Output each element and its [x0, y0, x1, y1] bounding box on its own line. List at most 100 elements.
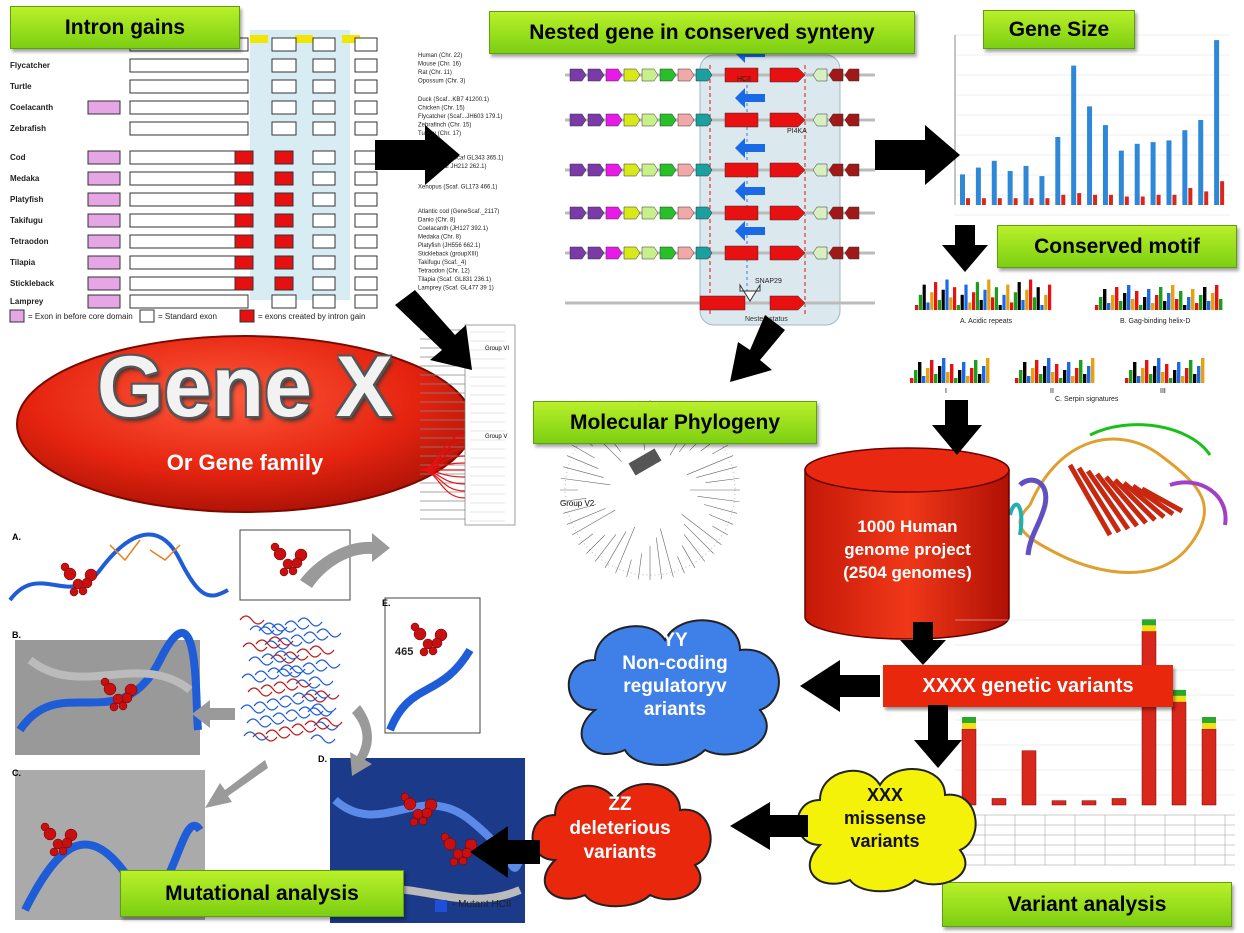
backbone-fragment [298, 706, 324, 716]
backbone-fragment [248, 656, 274, 666]
caption-acidic: A. Acidic repeats [960, 318, 1013, 325]
motif-letter [926, 368, 930, 383]
gene-arrow [812, 206, 828, 220]
circular-branch [681, 514, 722, 546]
species-label: Takifugu [10, 216, 43, 225]
motif-letter [1201, 358, 1205, 383]
mutational-structures: A. B. C. D. E. 465 [5, 529, 525, 923]
residue-sphere [78, 586, 88, 596]
synteny-species-label: Danio (Chr. 8) [418, 218, 455, 224]
intron-gain-exon [234, 234, 254, 249]
motif-letter [918, 294, 922, 310]
residue-sphere [273, 547, 287, 561]
gene-arrow [641, 246, 659, 260]
variant-bar [991, 798, 1007, 806]
circular-branch [566, 508, 606, 525]
gene-arrow [605, 206, 623, 220]
motif-letter [946, 372, 950, 383]
motif-letter [1123, 293, 1127, 310]
red-cloud-shape [531, 783, 712, 908]
species-label: Tetraodon [10, 237, 49, 246]
pink-exon [87, 276, 121, 291]
motif-letter [1129, 370, 1133, 383]
standard-exon [354, 150, 378, 165]
variant-bar-cap [1202, 723, 1216, 729]
pi4ka-gene-arrow [769, 245, 806, 261]
intron-gain-exon [234, 213, 254, 228]
molecular-phylogeny-label: Molecular Phylogeny [533, 401, 817, 444]
gene-size-bar-blue [1007, 171, 1013, 205]
snap29-arrow [739, 283, 761, 302]
pink-exon [87, 100, 121, 115]
mutant-legend-label: - Mutant HCII [452, 899, 512, 910]
group-vi-label: Group VI [485, 346, 509, 352]
backbone-fragment [268, 636, 294, 646]
gene-arrow [677, 206, 695, 220]
motif-letter [1079, 360, 1083, 383]
synteny-species-label: Tetraodon (Chr. 12) [418, 269, 470, 275]
hcii-gene-arrow [735, 181, 765, 201]
genetic-variants-box: XXXX genetic variants [883, 665, 1173, 707]
motif-letter [1161, 372, 1165, 383]
pink-exon [87, 234, 121, 249]
variant-bar-cap [1142, 625, 1156, 632]
standard-exon [354, 255, 378, 270]
roman-1: I [945, 388, 947, 395]
group-v2-label: Group V2 [560, 499, 595, 508]
standard-exon [312, 150, 336, 165]
circular-branch [586, 535, 605, 554]
intron-gain-exon [274, 171, 294, 186]
motif-letter [966, 376, 970, 383]
standard-exon [129, 171, 249, 186]
pi4ka-gene-arrow [769, 295, 806, 311]
synteny-species-label: Platyfish (JH556 662.1) [418, 243, 480, 249]
backbone-fragment [301, 693, 327, 703]
gene-arrow [623, 206, 641, 220]
gene-size-bar-red [1013, 198, 1018, 205]
circular-branch [604, 531, 627, 569]
motif-letter [1040, 305, 1044, 310]
gene-size-bar-red [1029, 198, 1034, 205]
motif-letter [1010, 302, 1014, 310]
variant-bar [1171, 701, 1187, 806]
caption-serpin: C. Serpin signatures [1055, 396, 1119, 403]
protein-structure-panel [1000, 415, 1240, 585]
standard-exon [354, 58, 378, 73]
residue-sphere [421, 807, 433, 819]
motif-letter [1032, 297, 1036, 310]
hcii-label: HCII [737, 76, 751, 83]
cylinder-shape [804, 447, 1010, 640]
intron-gain-exon [274, 276, 294, 291]
residue-sphere [431, 637, 443, 649]
variant-bar [1111, 798, 1127, 806]
circular-branch [712, 444, 729, 455]
circular-branch [594, 534, 617, 562]
synteny-species-label: Opossum (Chr. 3) [418, 79, 465, 85]
backbone-fragment [284, 620, 310, 630]
motif-letter [1153, 366, 1157, 383]
variant-chart [954, 619, 1235, 866]
backbone-fragment [273, 681, 299, 691]
motif-letter [1171, 285, 1175, 310]
standard-exon [129, 213, 249, 228]
red-clade-branch [419, 469, 466, 499]
gene-size-bar-blue [1071, 65, 1077, 205]
backbone-fragment [262, 622, 288, 632]
synteny-species-label: Medaka (Chr. 8) [418, 235, 461, 241]
variant-bar-cap [962, 717, 976, 723]
backbone-fragment [239, 615, 265, 625]
gene-size-bar-red [1140, 196, 1145, 205]
protein-ribbon [16, 628, 202, 733]
roman-2: II [1050, 388, 1054, 395]
noncoding-text-1: YY [662, 630, 688, 651]
gene-arrow [828, 206, 844, 220]
motif-letter [983, 289, 987, 310]
pi4ka-gene-arrow [769, 112, 806, 128]
residue-sphere [63, 567, 77, 581]
gene-arrow [828, 246, 844, 260]
intron-gain-exon [274, 234, 294, 249]
gene-arrow [623, 113, 641, 127]
residue-sphere [428, 646, 438, 656]
gene-arrow [844, 68, 860, 82]
standard-exon [354, 79, 378, 94]
